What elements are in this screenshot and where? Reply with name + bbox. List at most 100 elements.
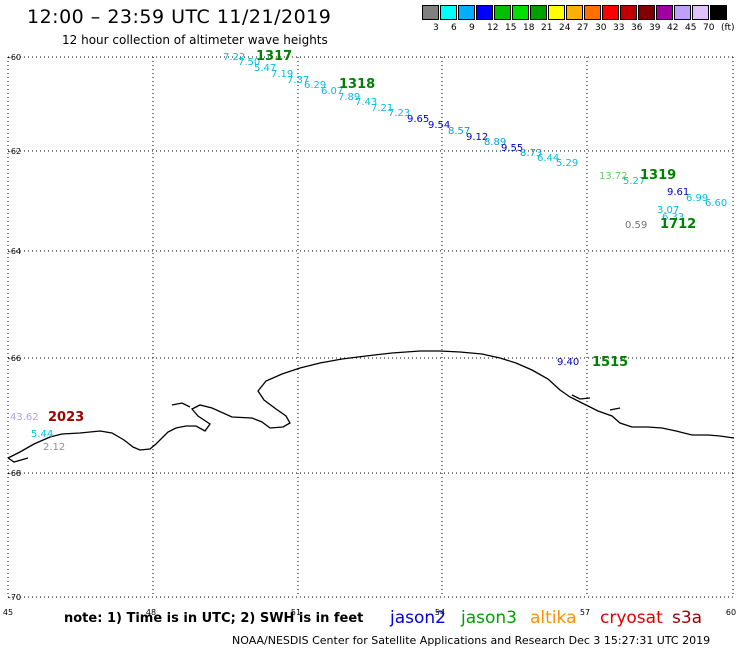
swh-value-label: 9.55 <box>501 143 523 154</box>
longitude-label: 57 <box>580 608 590 617</box>
color-swatch <box>710 5 727 20</box>
longitude-label: 45 <box>3 608 13 617</box>
satellite-name-s3a: s3a <box>672 608 703 628</box>
track-id-label: 1712 <box>660 217 696 232</box>
satellite-name-jason2: jason2 <box>390 608 446 628</box>
latitude-label: -70 <box>8 593 21 602</box>
observation-labels: 7.227.505.477.197.376.296.077.897.437.21… <box>10 52 727 453</box>
color-scale-label: 70 <box>703 23 715 33</box>
swh-value-label: 6.44 <box>537 153 559 164</box>
latitude-label: -68 <box>8 469 21 478</box>
swh-value-label: 9.54 <box>428 120 450 131</box>
color-scale-legend: 3 6 9 12 15 18 21 24 27 30 33 36 39 42 45 70 (ft) <box>422 5 735 35</box>
swh-value-label: 8.73 <box>520 148 542 159</box>
color-swatch <box>692 5 709 20</box>
color-swatch <box>476 5 493 20</box>
track-id-label: 2023 <box>48 410 84 425</box>
lat-lon-grid <box>7 56 734 598</box>
swh-value-label: 5.44 <box>31 429 53 440</box>
color-scale-label: 36 <box>631 23 643 33</box>
color-swatch <box>530 5 547 20</box>
satellite-name-altika: altika <box>530 608 577 628</box>
swh-value-label: 8.57 <box>448 126 470 137</box>
color-scale-label: 3 <box>433 23 439 33</box>
color-scale-label: 18 <box>523 23 535 33</box>
longitude-label: 48 <box>146 608 156 617</box>
antarctic-coastline <box>7 350 735 459</box>
track-id-labels: 1317 1318 1319 1712 1515 2023 <box>48 49 696 425</box>
satellite-name-jason3: jason3 <box>461 608 517 628</box>
swh-value-label: 6.33 <box>662 212 684 223</box>
swh-value-label: 6.60 <box>705 198 727 209</box>
color-swatch <box>458 5 475 20</box>
color-swatch <box>512 5 529 20</box>
swh-value-label: 9.65 <box>407 114 429 125</box>
swh-value-label: 7.50 <box>238 57 260 68</box>
longitude-label: 54 <box>435 608 445 617</box>
color-swatch <box>584 5 601 20</box>
color-swatch <box>440 5 457 20</box>
swh-value-label: 7.37 <box>287 75 309 86</box>
swh-value-label: 7.22 <box>223 52 245 63</box>
swh-value-label: 6.07 <box>321 86 343 97</box>
color-scale-label: 6 <box>451 23 457 33</box>
axis-labels: -60 -62 -64 -66 -68 -70 45 48 51 54 57 60 <box>3 53 736 617</box>
longitude-label: 51 <box>291 608 301 617</box>
color-scale-label: 15 <box>505 23 517 33</box>
color-swatch <box>548 5 565 20</box>
swh-value-label: 3.07 <box>657 205 679 216</box>
color-swatch <box>620 5 637 20</box>
latitude-label: -66 <box>8 354 21 363</box>
swh-value-label: 7.19 <box>271 69 293 80</box>
swh-value-label: 6.99 <box>686 193 708 204</box>
color-scale-label: 33 <box>613 23 625 33</box>
track-id-label: 1318 <box>339 77 375 92</box>
color-swatch <box>638 5 655 20</box>
color-scale-label: 27 <box>577 23 589 33</box>
swh-value-label: 13.72 <box>599 171 628 182</box>
swh-value-label: 7.21 <box>371 103 393 114</box>
swh-value-label: 7.89 <box>338 92 360 103</box>
color-scale-label: 30 <box>595 23 607 33</box>
color-scale-label: 42 <box>667 23 679 33</box>
color-swatch <box>494 5 511 20</box>
swh-value-label: 0.59 <box>625 220 647 231</box>
swh-value-label: 5.29 <box>556 158 578 169</box>
color-scale-label: 24 <box>559 23 571 33</box>
latitude-label: -60 <box>8 53 21 62</box>
satellite-name-cryosat: cryosat <box>600 608 663 628</box>
color-swatch <box>674 5 691 20</box>
color-scale-label: 12 <box>487 23 499 33</box>
color-swatch <box>566 5 583 20</box>
color-swatch <box>656 5 673 20</box>
swh-value-label: 5.27 <box>623 176 645 187</box>
swh-value-label: 9.61 <box>667 187 689 198</box>
coastline-detail <box>7 394 621 463</box>
page-subtitle: 12 hour collection of altimeter wave hei… <box>62 33 328 47</box>
latitude-label: -64 <box>8 247 21 256</box>
swh-value-label: 2.12 <box>43 442 65 453</box>
color-scale-label: (ft) <box>721 23 735 33</box>
longitude-label: 60 <box>726 608 736 617</box>
track-id-label: 1515 <box>592 355 628 370</box>
color-scale-label: 39 <box>649 23 661 33</box>
swh-value-label: 5.47 <box>254 63 276 74</box>
color-scale-label: 21 <box>541 23 553 33</box>
units-note: note: 1) Time is in UTC; 2) SWH is in fe… <box>64 611 364 626</box>
color-scale-label: 9 <box>469 23 475 33</box>
swh-value-label: 8.89 <box>484 137 506 148</box>
swh-value-label: 9.40 <box>557 357 579 368</box>
color-swatch <box>602 5 619 20</box>
page-title: 12:00 – 23:59 UTC 11/21/2019 <box>27 6 332 28</box>
color-scale-label: 45 <box>685 23 697 33</box>
footer-credit: NOAA/NESDIS Center for Satellite Applica… <box>232 634 711 647</box>
track-id-label: 1317 <box>256 49 292 64</box>
swh-value-label: 6.29 <box>304 80 326 91</box>
swh-value-label: 7.23 <box>388 108 410 119</box>
swh-value-label: 9.12 <box>466 132 488 143</box>
swh-value-label: 43.62 <box>10 412 39 423</box>
latitude-label: -62 <box>8 147 21 156</box>
track-id-label: 1319 <box>640 168 676 183</box>
swh-value-label: 7.43 <box>355 97 377 108</box>
